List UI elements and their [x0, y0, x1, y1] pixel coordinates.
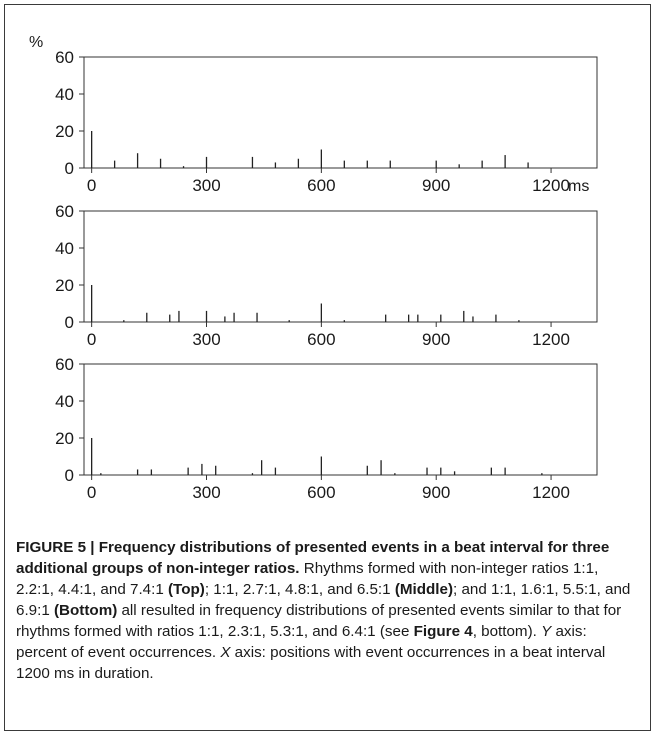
- y-tick-label: 20: [55, 122, 74, 141]
- caption-text-2: ; 1:1, 2.7:1, 4.8:1, and 6.5:1: [204, 581, 395, 598]
- plot-area: [83, 363, 598, 476]
- x-tick-label: 0: [87, 483, 96, 502]
- y-unit-label: %: [29, 34, 43, 51]
- caption-text-6: axis: percent of event occurrences.: [16, 623, 587, 661]
- caption-x-letter: X: [220, 644, 231, 661]
- caption-text-7: axis: positions with event occurrences i…: [16, 644, 606, 682]
- x-tick-label: 600: [307, 176, 335, 195]
- x-tick-label: 900: [422, 176, 450, 195]
- caption-label: FIGURE 5 | Frequency distributions of pr…: [16, 539, 610, 577]
- caption-text-1: Rhythms formed with non-integer ratios 1…: [16, 560, 599, 598]
- x-tick-label: 1200: [532, 176, 570, 195]
- y-tick-label: 40: [55, 85, 74, 104]
- caption-middle: (Middle): [394, 581, 454, 598]
- y-tick-label: 0: [65, 313, 74, 332]
- caption-figure-ref[interactable]: Figure 4: [413, 623, 473, 640]
- x-tick-label: 300: [192, 330, 220, 349]
- plot-area: [83, 210, 598, 323]
- y-tick-label: 40: [55, 239, 74, 258]
- x-tick-label: 0: [87, 330, 96, 349]
- x-tick-label: 600: [307, 483, 335, 502]
- plot-area: [83, 56, 598, 169]
- x-tick-label: 900: [422, 483, 450, 502]
- y-tick-label: 60: [55, 202, 74, 221]
- caption-bottom: (Bottom): [54, 602, 118, 619]
- x-tick-label: 1200: [532, 330, 570, 349]
- x-tick-label: 300: [192, 176, 220, 195]
- caption-text-5: , bottom).: [472, 623, 542, 640]
- x-tick-label: 300: [192, 483, 220, 502]
- y-tick-label: 60: [55, 48, 74, 67]
- y-tick-label: 40: [55, 392, 74, 411]
- caption-text-3: ; and 1:1, 1.6:1, 5.5:1, and 6.9:1: [16, 581, 631, 619]
- y-tick-label: 0: [65, 159, 74, 178]
- caption-y-letter: Y: [541, 623, 552, 640]
- x-unit-label: ms: [568, 178, 589, 195]
- x-tick-label: 1200: [532, 483, 570, 502]
- y-tick-label: 20: [55, 276, 74, 295]
- x-tick-label: 0: [87, 176, 96, 195]
- caption-text-4: all resulted in frequency distributions …: [16, 602, 622, 640]
- figure-frame: [4, 4, 651, 731]
- y-tick-label: 0: [65, 466, 74, 485]
- x-tick-label: 600: [307, 330, 335, 349]
- x-tick-label: 900: [422, 330, 450, 349]
- y-tick-label: 20: [55, 429, 74, 448]
- caption-top: (Top): [168, 581, 205, 598]
- y-tick-label: 60: [55, 355, 74, 374]
- figure-caption: FIGURE 5 | Frequency distributions of pr…: [16, 537, 636, 684]
